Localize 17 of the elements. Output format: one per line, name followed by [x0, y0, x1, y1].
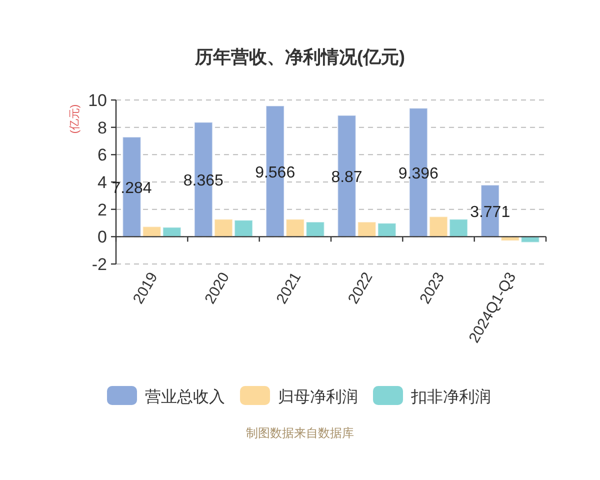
data-label: 8.365: [183, 172, 224, 190]
y-tick-label: 0: [98, 228, 107, 247]
y-tick-label: 6: [98, 146, 107, 165]
legend-label: 归母净利润: [278, 388, 358, 406]
y-tick-label: 8: [98, 118, 107, 138]
y-axis-title: (亿元): [69, 104, 81, 134]
legend-label: 营业总收入: [145, 388, 225, 406]
text: 制图数据来自数据库: [246, 426, 354, 440]
data-label: 9.396: [398, 165, 439, 182]
y-tick-label: 4: [98, 173, 107, 192]
data-label: 9.566: [255, 164, 296, 182]
y-tick-label: -2: [92, 255, 107, 274]
y-tick-label: 10: [88, 91, 107, 110]
chart-title: 历年营收、净利情况(亿元): [194, 47, 405, 67]
data-label: 3.771: [470, 204, 510, 221]
legend-label: 扣非净利润: [410, 388, 491, 406]
y-tick-label: 2: [98, 200, 107, 220]
